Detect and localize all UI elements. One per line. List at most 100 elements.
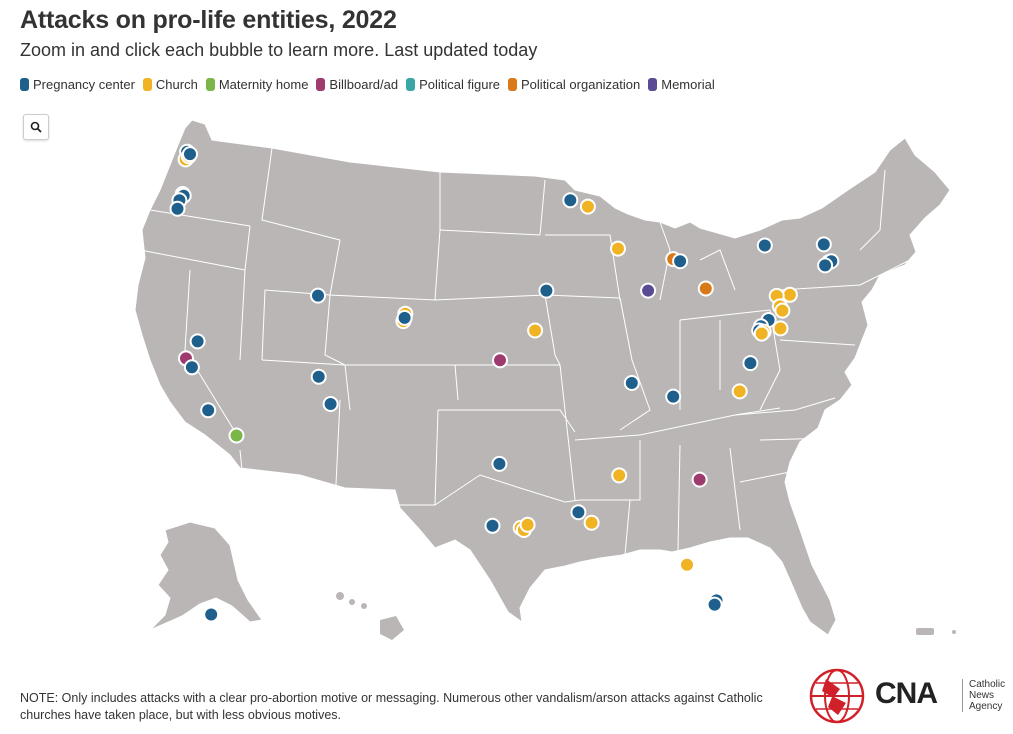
marker-pregnancy-center[interactable] <box>183 359 200 376</box>
legend: Pregnancy center Church Maternity home B… <box>20 77 717 92</box>
puerto-rico-shape <box>916 628 934 635</box>
marker-billboard-ad[interactable] <box>691 471 708 488</box>
logo-subtitle-line: News <box>969 690 995 701</box>
search-icon <box>30 121 42 133</box>
marker-pregnancy-center[interactable] <box>562 192 579 209</box>
legend-swatch <box>406 78 416 91</box>
state-border-line <box>699 249 736 291</box>
marker-pregnancy-center[interactable] <box>189 333 206 350</box>
marker-pregnancy-center[interactable] <box>491 455 508 472</box>
state-border-line <box>434 474 581 506</box>
state-border-line <box>139 249 246 271</box>
marker-pregnancy-center[interactable] <box>623 375 640 391</box>
marker-pregnancy-center[interactable] <box>570 504 587 521</box>
state-border-line <box>729 447 741 531</box>
state-border-line <box>574 434 641 441</box>
legend-swatch <box>205 78 215 91</box>
legend-label: Pregnancy center <box>33 77 135 92</box>
state-border-line <box>434 294 546 301</box>
marker-billboard-ad[interactable] <box>492 352 508 369</box>
state-border-line <box>679 309 771 321</box>
marker-church[interactable] <box>527 322 544 339</box>
marker-church[interactable] <box>579 198 596 215</box>
logo-subtitle-line: Agency <box>969 701 1003 712</box>
marker-pregnancy-center[interactable] <box>310 287 326 304</box>
legend-item-political-organization[interactable]: Political organization <box>508 77 640 92</box>
marker-pregnancy-center[interactable] <box>484 517 501 534</box>
marker-church[interactable] <box>679 556 695 573</box>
land-shapes <box>134 119 956 640</box>
footnote: NOTE: Only includes attacks with a clear… <box>20 691 763 722</box>
state-border-line <box>545 234 621 301</box>
marker-church[interactable] <box>772 320 789 337</box>
marker-church[interactable] <box>611 467 628 484</box>
hawaii-island <box>380 616 404 640</box>
state-border-line <box>759 437 831 441</box>
hawaii-island <box>349 599 355 605</box>
marker-maternity-home[interactable] <box>228 427 245 444</box>
marker-church[interactable] <box>519 516 536 533</box>
state-border-line <box>261 147 341 241</box>
legend-item-maternity-home[interactable]: Maternity home <box>205 77 308 92</box>
marker-pregnancy-center[interactable] <box>203 606 220 623</box>
state-border-line <box>544 294 621 299</box>
hawaii-island <box>336 592 344 600</box>
state-border-line <box>619 297 651 431</box>
marker-pregnancy-center[interactable] <box>310 368 327 385</box>
marker-pregnancy-center[interactable] <box>200 402 217 419</box>
marker-church[interactable] <box>583 514 600 531</box>
legend-item-memorial[interactable]: Memorial <box>648 77 715 92</box>
marker-pregnancy-center[interactable] <box>672 253 689 270</box>
legend-label: Political organization <box>521 77 641 92</box>
state-border-line <box>539 179 546 236</box>
logo-subtitle: Catholic News Agency <box>962 679 1005 712</box>
state-border-line <box>624 499 631 556</box>
marker-pregnancy-center[interactable] <box>742 355 759 372</box>
globe-logo-icon <box>809 668 865 724</box>
marker-pregnancy-center[interactable] <box>322 396 339 412</box>
state-border-line <box>739 469 801 483</box>
marker-church[interactable] <box>731 383 748 400</box>
cna-logo: CNA Catholic News Agency <box>808 667 1008 727</box>
contiguous-us-shape <box>134 119 951 636</box>
marker-pregnancy-center[interactable] <box>538 282 555 299</box>
legend-item-political-figure[interactable]: Political figure <box>406 77 500 92</box>
state-border-line <box>239 225 251 361</box>
legend-label: Church <box>155 77 198 92</box>
marker-church[interactable] <box>610 240 626 257</box>
marker-political-organization[interactable] <box>697 280 714 297</box>
map-area[interactable] <box>0 110 1013 650</box>
marker-pregnancy-center[interactable] <box>756 237 773 254</box>
legend-label: Political figure <box>419 77 501 92</box>
marker-pregnancy-center[interactable] <box>665 388 682 405</box>
marker-layer[interactable] <box>169 143 840 623</box>
alaska-shape <box>149 521 263 631</box>
legend-swatch <box>142 78 152 91</box>
marker-pregnancy-center[interactable] <box>815 236 832 253</box>
us-map[interactable] <box>0 110 1013 650</box>
marker-church[interactable] <box>753 325 770 342</box>
legend-swatch <box>648 78 658 91</box>
marker-memorial[interactable] <box>640 282 657 299</box>
search-button[interactable] <box>23 114 49 140</box>
marker-pregnancy-center[interactable] <box>396 309 413 326</box>
state-border-line <box>734 397 836 416</box>
hawaii-island <box>361 603 367 609</box>
legend-item-church[interactable]: Church <box>142 77 198 92</box>
state-border-line <box>564 409 576 501</box>
legend-item-billboard[interactable]: Billboard/ad <box>316 77 398 92</box>
marker-pregnancy-center[interactable] <box>817 257 834 274</box>
marker-pregnancy-center[interactable] <box>182 146 198 163</box>
legend-swatch <box>508 78 518 91</box>
state-border-line <box>149 209 251 227</box>
marker-church[interactable] <box>774 302 791 319</box>
chart-title: Attacks on pro-life entities, 2022 <box>20 6 397 34</box>
marker-pregnancy-center[interactable] <box>706 596 723 613</box>
legend-item-pregnancy-center[interactable]: Pregnancy center <box>20 77 135 92</box>
marker-church[interactable] <box>781 286 798 303</box>
chart-subtitle: Zoom in and click each bubble to learn m… <box>20 40 538 60</box>
state-border-line <box>859 259 911 286</box>
state-border-line <box>239 449 336 506</box>
state-border-line <box>439 229 541 236</box>
marker-pregnancy-center[interactable] <box>169 200 186 217</box>
